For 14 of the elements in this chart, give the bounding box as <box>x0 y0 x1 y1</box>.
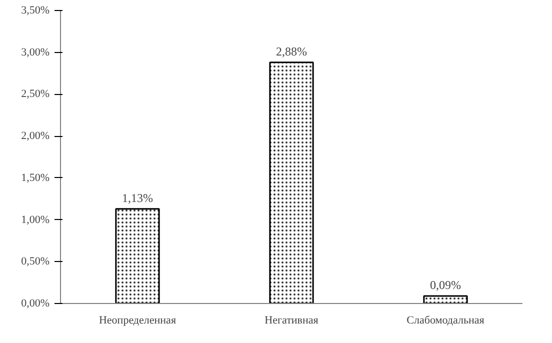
x-tick-label: Негативная <box>264 314 318 326</box>
y-tick-label: 1,00% <box>21 214 50 226</box>
y-tick-label: 1,50% <box>21 172 50 184</box>
y-tick-label: 2,50% <box>21 88 50 100</box>
x-tick-label: Неопределенная <box>98 314 176 326</box>
x-tick-label: Слабомодальная <box>406 314 484 326</box>
y-tick-label: 3,50% <box>21 4 50 16</box>
y-tick-label: 0,50% <box>21 256 50 268</box>
data-label: 2,88% <box>276 44 307 58</box>
y-tick-label: 2,00% <box>21 130 50 142</box>
data-label: 0,09% <box>430 278 461 292</box>
y-tick-label: 0,00% <box>21 298 50 310</box>
y-tick-label: 3,00% <box>21 46 50 58</box>
data-label: 1,13% <box>122 190 153 205</box>
